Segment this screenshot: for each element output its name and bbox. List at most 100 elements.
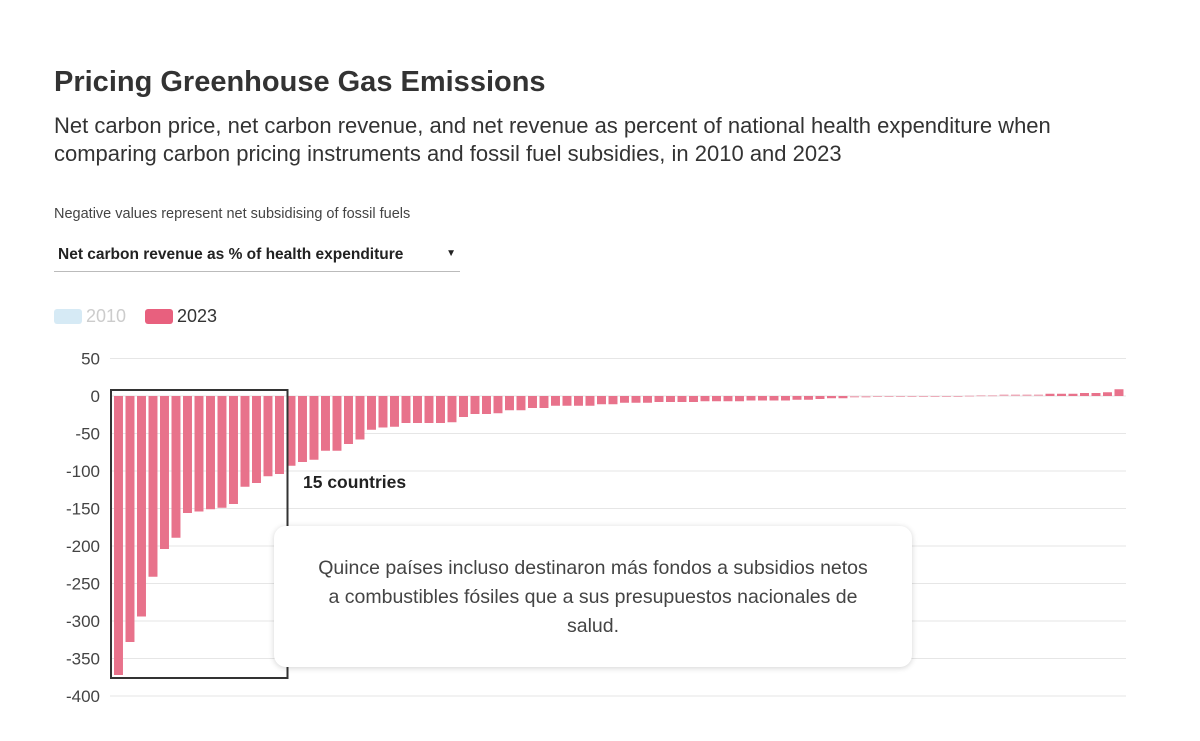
bar-2023	[608, 396, 618, 405]
bar-2023	[965, 395, 974, 397]
bar-2023	[953, 396, 963, 397]
bar-2023	[1011, 394, 1020, 396]
bar-2023	[804, 396, 813, 400]
bar-2023	[677, 396, 687, 402]
bar-2023	[217, 396, 227, 508]
bar-2023	[1068, 393, 1078, 396]
bar-2023	[183, 396, 192, 513]
bar-2023	[378, 396, 388, 428]
legend-swatch-2023	[145, 309, 173, 324]
bar-2023	[574, 396, 583, 406]
bar-2023	[1114, 389, 1124, 396]
bar-2023	[286, 396, 296, 466]
bar-2023	[746, 396, 756, 401]
bar-2023	[873, 396, 882, 397]
bar-2023	[516, 396, 526, 411]
bar-2023	[263, 396, 273, 477]
bar-2023	[620, 396, 629, 403]
bar-2023	[643, 396, 652, 403]
bar-2023	[942, 396, 951, 397]
chevron-down-icon: ▼	[446, 248, 456, 259]
bar-2023	[482, 396, 491, 414]
legend-label-2010: 2010	[86, 306, 127, 326]
bar-2023	[114, 396, 123, 675]
bar-2023	[470, 396, 480, 414]
y-tick-label: -350	[66, 650, 100, 669]
chart-note: Negative values represent net subsidisin…	[54, 206, 411, 222]
y-tick-label: -400	[66, 687, 100, 706]
y-tick-label: -250	[66, 575, 100, 594]
legend-label-2023: 2023	[177, 306, 218, 326]
bar-2023	[252, 396, 261, 483]
bar-2023	[999, 394, 1009, 396]
legend-swatch-2010	[54, 309, 82, 324]
bar-2023	[229, 396, 238, 504]
annotation-tooltip: Quince países incluso destinaron más fon…	[274, 526, 912, 667]
bar-2023	[930, 396, 940, 397]
bar-2023	[1022, 394, 1032, 396]
legend-item-2023[interactable]: 2023	[145, 306, 217, 327]
bar-2023	[275, 396, 284, 474]
bar-2023	[355, 396, 365, 440]
bar-2023	[850, 396, 859, 398]
bar-2023	[332, 396, 342, 451]
legend-item-2010[interactable]: 2010	[54, 306, 126, 327]
bar-2023	[1034, 394, 1043, 396]
bar-2023	[137, 396, 146, 617]
y-tick-label: -200	[66, 537, 100, 556]
bar-2023	[654, 396, 664, 402]
bar-2023	[838, 396, 848, 399]
bar-2023	[827, 396, 836, 399]
metric-dropdown[interactable]: Net carbon revenue as % of health expend…	[54, 246, 460, 272]
bar-2023	[597, 396, 606, 405]
bar-2023	[206, 396, 215, 510]
bar-2023	[148, 396, 158, 577]
bar-2023	[1057, 393, 1066, 396]
bar-2023	[1103, 392, 1112, 396]
bar-2023	[735, 396, 744, 402]
bar-2023	[447, 396, 457, 423]
bar-2023	[884, 396, 894, 397]
bar-2023	[413, 396, 422, 423]
bar-2023	[493, 396, 503, 414]
bar-2023	[758, 396, 767, 401]
highlight-label: 15 countries	[303, 472, 407, 492]
bar-2023	[896, 396, 905, 397]
bar-2023	[125, 396, 135, 642]
bar-2023	[631, 396, 641, 403]
bar-2023	[792, 396, 802, 400]
bar-2023	[194, 396, 204, 512]
bar-2023	[585, 396, 595, 406]
bar-2023	[367, 396, 376, 430]
bar-2023	[815, 396, 825, 399]
bar-2023	[401, 396, 411, 423]
y-tick-label: -50	[75, 425, 100, 444]
chart-title: Pricing Greenhouse Gas Emissions	[54, 66, 546, 98]
bar-2023	[321, 396, 330, 451]
bar-2023	[528, 396, 537, 408]
bar-2023	[298, 396, 307, 462]
bar-2023	[976, 395, 986, 397]
dropdown-selected: Net carbon revenue as % of health expend…	[58, 246, 404, 263]
bar-2023	[539, 396, 549, 408]
chart-subtitle: Net carbon price, net carbon revenue, an…	[54, 113, 1051, 166]
bar-2023	[1045, 393, 1055, 396]
bar-2023	[666, 396, 675, 402]
y-tick-label: -150	[66, 500, 100, 519]
bar-2023	[1091, 393, 1101, 396]
bar-2023	[861, 396, 871, 398]
bar-2023	[700, 396, 710, 402]
bar-2023	[723, 396, 733, 402]
bar-2023	[436, 396, 445, 423]
y-tick-label: 0	[91, 387, 100, 406]
bar-2023	[424, 396, 434, 423]
bar-2023	[309, 396, 319, 460]
bar-2023	[390, 396, 399, 427]
bar-2023	[1080, 393, 1089, 396]
bar-2023	[769, 396, 779, 401]
bar-2023	[505, 396, 514, 411]
bar-2023	[240, 396, 250, 487]
bar-2023	[919, 396, 928, 397]
bar-2023	[689, 396, 698, 402]
